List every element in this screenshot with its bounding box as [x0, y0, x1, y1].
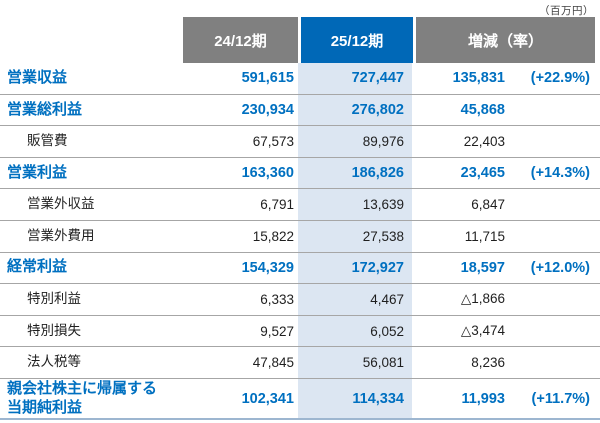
row-label: 販管費	[27, 133, 68, 149]
row-label: 営業外収益	[27, 196, 95, 212]
header-gap	[298, 17, 301, 63]
row-label: 営業外費用	[27, 227, 95, 243]
rate-value	[505, 347, 593, 378]
rate-value	[505, 221, 593, 252]
value-24-12: 67,573	[252, 133, 294, 149]
rate-value: (+22.9%)	[530, 70, 590, 87]
table-row: 営業総利益 230,934 276,802 45,868	[0, 94, 600, 127]
value-25-12: 56,081	[298, 347, 412, 378]
rate-value	[505, 316, 593, 347]
diff-value: 11,993	[461, 390, 505, 407]
diff-value: △3,474	[460, 323, 505, 339]
value-24-12: 6,333	[260, 291, 294, 307]
value-25-12: 727,447	[298, 63, 412, 94]
row-label: 営業収益	[7, 68, 68, 86]
rate-value	[505, 189, 593, 220]
row-label: 特別損失	[27, 322, 81, 338]
diff-value: 23,465	[460, 165, 505, 182]
table-row: 営業利益 163,360 186,826 23,465 (+14.3%)	[0, 157, 600, 190]
table-row: 法人税等 47,845 56,081 8,236	[0, 347, 600, 379]
rate-value	[505, 95, 593, 126]
value-24-12: 591,615	[241, 70, 294, 87]
value-24-12: 163,360	[241, 165, 294, 182]
value-25-12: 27,538	[298, 220, 412, 252]
row-label: 経常利益	[7, 258, 68, 276]
diff-value: 11,715	[464, 228, 505, 244]
value-25-12: 6,052	[298, 315, 412, 347]
row-label: 法人税等	[27, 354, 81, 370]
value-25-12: 276,802	[298, 94, 412, 126]
value-24-12: 47,845	[252, 355, 294, 371]
table-header: 24/12期 25/12期 増減（率）	[183, 17, 595, 63]
rate-value	[505, 284, 593, 315]
rate-value: (+12.0%)	[530, 259, 590, 276]
value-25-12: 114,334	[298, 378, 412, 419]
value-25-12: 186,826	[298, 157, 412, 189]
value-25-12: 13,639	[298, 189, 412, 220]
column-header-25-12: 25/12期	[301, 17, 413, 63]
table-body: 営業収益 591,615 727,447 135,831 (+22.9%) 営業総利益 23…	[0, 63, 600, 421]
row-label: 営業利益	[7, 163, 68, 181]
column-header-change: 増減（率）	[416, 17, 595, 63]
table-row: 経常利益 154,329 172,927 18,597 (+12.0%)	[0, 252, 600, 285]
diff-value: △1,866	[460, 291, 505, 307]
value-25-12: 172,927	[298, 252, 412, 284]
table-row: 特別損失 9,527 6,052 △3,474	[0, 315, 600, 348]
value-25-12: 4,467	[298, 284, 412, 315]
value-24-12: 102,341	[241, 390, 294, 407]
row-label: 親会社株主に帰属する 当期純利益	[7, 379, 158, 416]
value-24-12: 9,527	[260, 323, 294, 339]
column-header-24-12: 24/12期	[183, 17, 298, 63]
value-24-12: 154,329	[241, 259, 294, 276]
rate-value	[505, 126, 593, 157]
diff-value: 8,236	[471, 355, 505, 371]
table-row: 営業収益 591,615 727,447 135,831 (+22.9%)	[0, 63, 600, 95]
unit-note: （百万円）	[539, 5, 594, 17]
value-24-12: 15,822	[252, 228, 294, 244]
diff-value: 18,597	[460, 259, 505, 276]
row-label: 営業総利益	[7, 100, 83, 118]
table-row: 特別利益 6,333 4,467 △1,866	[0, 284, 600, 316]
rate-value: (+11.7%)	[531, 390, 590, 407]
diff-value: 6,847	[471, 197, 505, 213]
value-24-12: 230,934	[241, 101, 294, 118]
value-24-12: 6,791	[260, 197, 294, 213]
diff-value: 45,868	[460, 101, 505, 118]
table-row: 営業外収益 6,791 13,639 6,847	[0, 189, 600, 221]
diff-value: 135,831	[452, 70, 505, 87]
table-row: 親会社株主に帰属する 当期純利益 102,341 114,334 11,993 (+11…	[0, 378, 600, 421]
rate-value: (+14.3%)	[530, 165, 590, 182]
value-25-12: 89,976	[298, 126, 412, 157]
table-row: 営業外費用 15,822 27,538 11,715	[0, 220, 600, 253]
table-row: 販管費 67,573 89,976 22,403	[0, 126, 600, 158]
diff-value: 22,403	[463, 133, 505, 149]
row-label: 特別利益	[27, 291, 81, 307]
header-gap	[413, 17, 416, 63]
